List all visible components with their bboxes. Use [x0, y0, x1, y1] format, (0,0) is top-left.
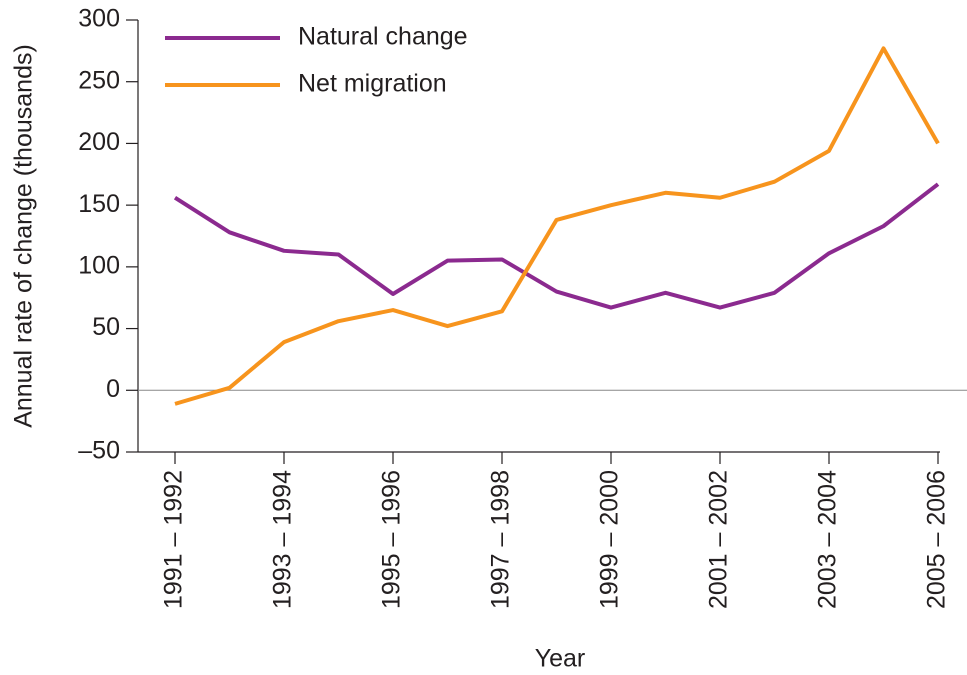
y-tick-label: 100 [78, 251, 120, 279]
x-tick-label: 2001 – 2002 [705, 470, 733, 609]
x-tick-label: 1995 – 1996 [378, 470, 406, 609]
y-tick-label: 0 [106, 375, 120, 403]
y-tick-label: 300 [78, 5, 120, 33]
y-tick-label: 250 [78, 66, 120, 94]
x-tick-label: 2005 – 2006 [923, 470, 951, 609]
y-tick-label: 200 [78, 128, 120, 156]
series-line [174, 46, 940, 406]
x-tick-label: 1993 – 1994 [269, 470, 297, 609]
x-axis-title: Year [535, 645, 586, 673]
x-tick-label: 2003 – 2004 [814, 470, 842, 609]
x-tick-label: 1991 – 1992 [160, 470, 188, 609]
y-tick-label: –50 [78, 437, 120, 465]
y-axis-title: Annual rate of change (thousands) [10, 44, 38, 428]
x-tick-label: 1997 – 1998 [487, 470, 515, 609]
series-line [173, 182, 940, 310]
legend-label: Net migration [298, 70, 447, 98]
x-tick-label: 1999 – 2000 [596, 470, 624, 609]
y-tick-label: 50 [92, 313, 120, 341]
legend-label: Natural change [298, 23, 468, 51]
y-tick-label: 150 [78, 190, 120, 218]
